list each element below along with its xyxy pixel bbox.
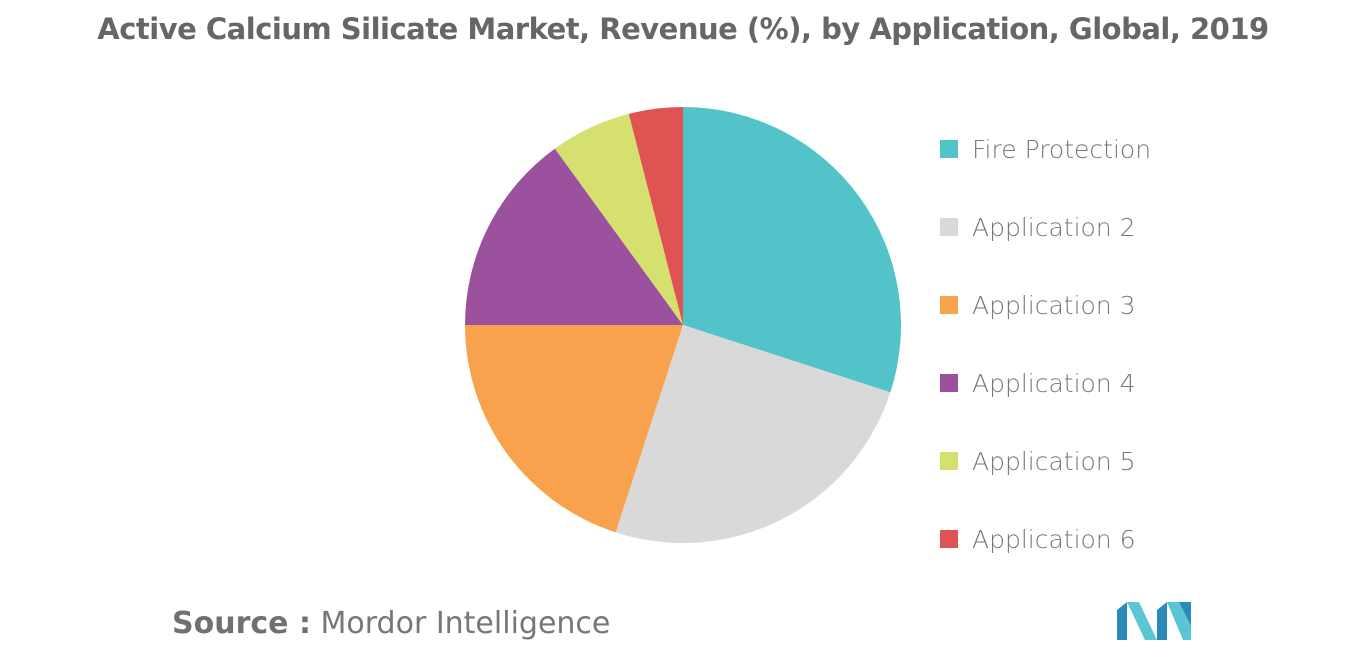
legend-swatch — [940, 218, 958, 236]
legend-label: Application 2 — [972, 212, 1136, 242]
legend-swatch — [940, 374, 958, 392]
legend-swatch — [940, 140, 958, 158]
legend-item-fire-protection: Fire Protection — [940, 110, 1151, 188]
pie-slice-application-2 — [615, 325, 891, 543]
legend-label: Fire Protection — [972, 134, 1152, 164]
source-note: Source : Mordor Intelligence — [172, 606, 610, 641]
pie-slice-application-3 — [465, 325, 683, 533]
legend-item-application-3: Application 3 — [940, 266, 1151, 344]
pie-slice-application-5 — [554, 113, 683, 325]
pie-slice-application-6 — [628, 107, 683, 325]
legend-item-application-5: Application 5 — [940, 422, 1151, 500]
source-text: Mordor Intelligence — [320, 606, 611, 641]
pie-slice-application-4 — [465, 148, 683, 325]
mordor-intelligence-logo-icon — [1117, 602, 1191, 640]
legend-label: Application 4 — [972, 368, 1136, 398]
pie-slice-fire-protection — [683, 107, 902, 393]
chart-legend: Fire Protection Application 2 Applicatio… — [940, 110, 1151, 578]
legend-item-application-4: Application 4 — [940, 344, 1151, 422]
legend-swatch — [940, 452, 958, 470]
legend-item-application-6: Application 6 — [940, 500, 1151, 578]
legend-label: Application 5 — [972, 446, 1136, 476]
legend-swatch — [940, 530, 958, 548]
legend-item-application-2: Application 2 — [940, 188, 1151, 266]
legend-label: Application 6 — [972, 524, 1136, 554]
legend-label: Application 3 — [972, 290, 1136, 320]
legend-swatch — [940, 296, 958, 314]
chart-title: Active Calcium Silicate Market, Revenue … — [97, 12, 1269, 46]
source-label: Source : — [172, 606, 311, 641]
